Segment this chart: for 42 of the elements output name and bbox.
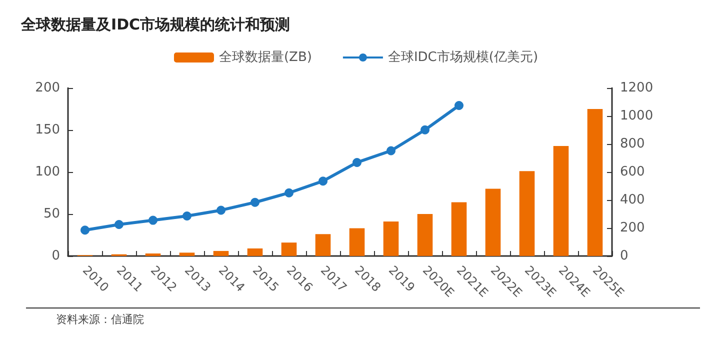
bar <box>315 234 331 256</box>
point <box>352 158 362 167</box>
y-tick-label: 50 <box>43 206 60 222</box>
bar <box>281 242 297 256</box>
point <box>114 220 124 229</box>
bar <box>383 222 399 256</box>
point <box>386 146 396 156</box>
bar <box>587 109 603 256</box>
y2-tick-label: 800 <box>620 136 645 152</box>
point <box>148 216 158 225</box>
bar <box>417 214 433 256</box>
chart-title: 全球数据量及IDC市场规模的统计和预测 <box>20 16 290 34</box>
bar <box>247 248 263 256</box>
legend-label: 全球数据量(ZB) <box>218 50 312 65</box>
y2-tick-label: 0 <box>620 248 628 264</box>
bar <box>553 146 569 256</box>
y2-tick-label: 200 <box>620 220 645 236</box>
point <box>80 226 90 235</box>
bar <box>145 253 161 256</box>
bar <box>179 252 195 256</box>
bar <box>451 202 467 256</box>
point <box>284 188 294 198</box>
bar <box>519 171 535 256</box>
bar <box>349 228 365 256</box>
y-tick-label: 100 <box>35 164 60 180</box>
point <box>182 211 192 220</box>
y-tick-label: 150 <box>35 122 60 138</box>
point <box>216 206 226 215</box>
y-tick-label: 0 <box>52 248 60 264</box>
legend-label: 全球IDC市场规模(亿美元) <box>388 49 538 65</box>
y-tick-label: 200 <box>35 80 60 96</box>
text: 资料来源：信通院 <box>56 313 144 326</box>
y2-tick-label: 1200 <box>620 80 654 96</box>
y2-tick-label: 400 <box>620 192 645 208</box>
point <box>318 176 328 186</box>
y2-tick-label: 1000 <box>620 108 654 124</box>
bar <box>213 250 229 256</box>
point <box>420 125 430 134</box>
point <box>250 198 260 207</box>
y2-tick-label: 600 <box>620 164 645 180</box>
point <box>454 101 464 110</box>
bar <box>485 188 501 256</box>
